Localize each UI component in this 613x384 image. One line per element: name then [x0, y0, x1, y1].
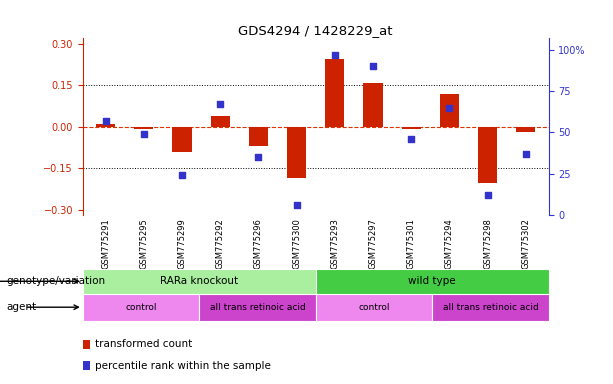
Bar	[249, 127, 268, 146]
Point	[330, 52, 340, 58]
Text: percentile rank within the sample: percentile rank within the sample	[95, 361, 271, 371]
Bar	[211, 116, 230, 127]
Point	[292, 202, 302, 208]
Bar	[316, 294, 432, 321]
Point	[521, 151, 531, 157]
Title: GDS4294 / 1428229_at: GDS4294 / 1428229_at	[238, 24, 393, 37]
Bar	[96, 124, 115, 127]
Bar	[516, 127, 535, 132]
Text: RARa knockout: RARa knockout	[160, 276, 238, 286]
Point	[406, 136, 416, 142]
Text: wild type: wild type	[408, 276, 456, 286]
Bar	[432, 294, 549, 321]
Text: control: control	[125, 303, 157, 312]
Point	[254, 154, 264, 161]
Bar	[134, 127, 153, 129]
Bar	[326, 59, 345, 127]
Text: all trans retinoic acid: all trans retinoic acid	[443, 303, 538, 312]
Point	[101, 118, 110, 124]
Text: agent: agent	[6, 302, 36, 312]
Point	[482, 192, 492, 198]
Bar	[83, 269, 316, 294]
Bar	[440, 94, 459, 127]
Point	[444, 105, 454, 111]
Text: transformed count: transformed count	[95, 339, 192, 349]
Point	[215, 101, 225, 108]
Text: all trans retinoic acid: all trans retinoic acid	[210, 303, 305, 312]
Bar	[402, 127, 421, 129]
Bar	[199, 294, 316, 321]
Bar	[172, 127, 192, 152]
Text: control: control	[358, 303, 390, 312]
Bar	[316, 269, 549, 294]
Point	[139, 131, 149, 137]
Bar	[478, 127, 497, 183]
Bar	[83, 294, 199, 321]
Point	[177, 172, 187, 179]
Bar	[287, 127, 306, 178]
Text: genotype/variation: genotype/variation	[6, 276, 105, 286]
Bar	[364, 83, 383, 127]
Point	[368, 63, 378, 70]
